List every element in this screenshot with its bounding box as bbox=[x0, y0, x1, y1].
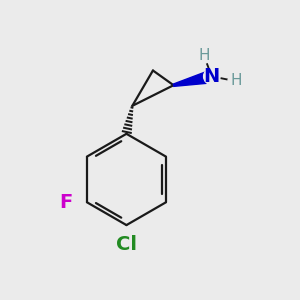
Text: N: N bbox=[204, 67, 220, 86]
Circle shape bbox=[199, 51, 210, 63]
Text: Cl: Cl bbox=[116, 235, 137, 254]
Circle shape bbox=[115, 233, 138, 255]
Polygon shape bbox=[173, 70, 213, 86]
Circle shape bbox=[204, 68, 220, 85]
Text: H: H bbox=[199, 48, 210, 63]
Text: H: H bbox=[230, 73, 242, 88]
Circle shape bbox=[59, 195, 74, 210]
Circle shape bbox=[228, 75, 240, 87]
Text: F: F bbox=[60, 193, 73, 212]
